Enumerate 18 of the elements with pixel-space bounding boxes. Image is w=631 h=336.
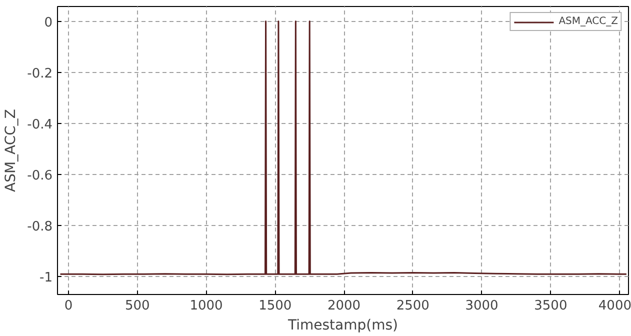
x-tick-label: 2000 — [327, 298, 361, 314]
legend-label: ASM_ACC_Z — [558, 16, 618, 27]
x-tick-label: 1000 — [190, 298, 223, 314]
x-tick-label: 4000 — [598, 298, 631, 314]
x-tick-label: 0 — [64, 298, 73, 314]
x-tick-label: 3000 — [465, 298, 498, 314]
y-tick-label: -0.4 — [27, 117, 53, 132]
x-tick-label: 1500 — [258, 298, 292, 314]
x-tick-label: 2500 — [396, 298, 430, 314]
y-tick-label: 0 — [44, 15, 53, 30]
y-tick-label: -0.6 — [27, 168, 53, 184]
x-tick-label: 500 — [124, 298, 150, 314]
y-axis-title: ASM_ACC_Z — [3, 108, 20, 192]
y-tick-label: -1 — [40, 270, 53, 286]
x-axis-title: Timestamp(ms) — [287, 318, 398, 334]
y-tick-label: -0.8 — [27, 220, 53, 235]
y-tick-label: -0.2 — [27, 66, 53, 82]
x-tick-label: 3500 — [534, 298, 568, 314]
